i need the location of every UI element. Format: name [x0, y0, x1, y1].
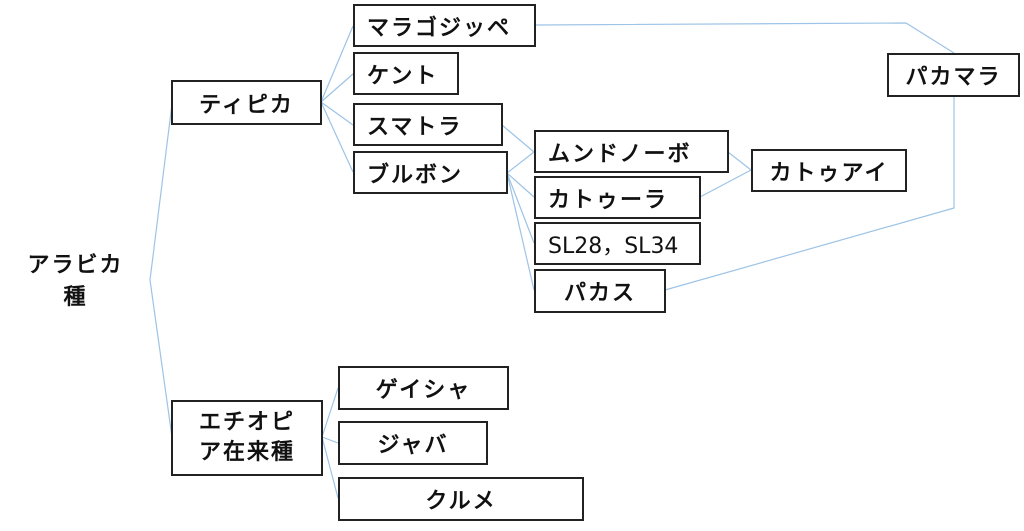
node-sumatra: スマトラ [353, 103, 503, 146]
root-label-arabica: アラビカ 種 [18, 250, 133, 314]
node-ethiopia: エチオピ ア在来種 [171, 400, 323, 476]
link-sumatra-mundonovo [501, 124, 535, 153]
node-sl28-sl34: SL28，SL34 [534, 222, 701, 265]
node-java: ジャバ [338, 421, 488, 465]
link-bourbon-sl [506, 172, 535, 244]
root-line2: 種 [63, 285, 88, 310]
link-ethiopia-kurume [321, 436, 339, 499]
link-bourbon-pacas [506, 172, 535, 291]
node-kent: ケント [353, 52, 459, 95]
link-typica-sumatra [320, 101, 354, 126]
node-caturra: カトゥーラ [534, 176, 701, 219]
link-mundonovo-catuai [727, 151, 752, 171]
node-pacas: パカス [534, 269, 666, 313]
node-catuai: カトゥアイ [751, 149, 907, 192]
node-mundo-novo: ムンドノーボ [534, 130, 729, 173]
node-typica: ティピカ [171, 80, 322, 125]
root-line1: アラビカ [27, 253, 124, 278]
link-root-typica [149, 103, 173, 438]
node-ethiopia-line2: ア在来種 [198, 440, 295, 465]
link-ethiopia-geisha [321, 387, 339, 438]
link-typica-maragogype [320, 25, 354, 103]
link-pacas-pacamara [664, 96, 955, 291]
link-bourbon-mundonovo [506, 151, 535, 174]
link-maragogype-pacamara [534, 22, 955, 54]
link-ethiopia-java [321, 436, 339, 444]
node-kurume: クルメ [338, 477, 584, 521]
node-geisha: ゲイシャ [338, 366, 509, 410]
node-bourbon: ブルボン [353, 151, 508, 194]
node-maragogype: マラゴジッペ [353, 4, 536, 47]
node-ethiopia-line1: エチオピ [198, 410, 295, 435]
link-caturra-catuai [699, 169, 752, 198]
link-typica-bourbon [320, 101, 354, 173]
node-pacamara: パカマラ [887, 53, 1020, 97]
link-bourbon-caturra [506, 172, 535, 198]
link-typica-kent [320, 73, 354, 103]
